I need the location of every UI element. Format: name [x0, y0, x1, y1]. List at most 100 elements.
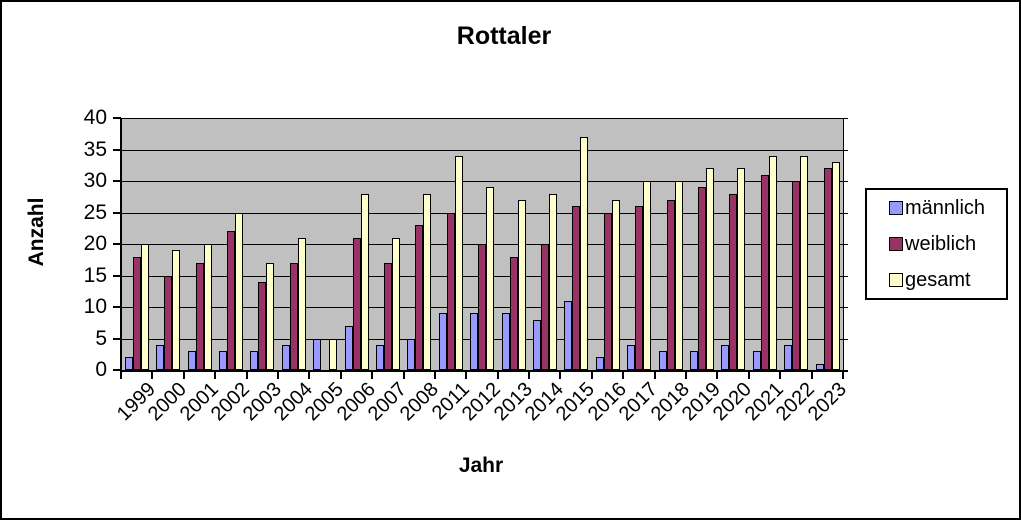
bar-gesamt-2003	[266, 262, 275, 370]
y-tick-label-35: 35	[83, 137, 107, 161]
x-tick-19	[716, 372, 719, 379]
y-axis-line	[120, 118, 122, 372]
x-tick-9	[402, 372, 405, 379]
bar-gesamt-2005	[329, 338, 338, 370]
bar-weiblich-2021	[760, 174, 769, 370]
bar-maennlich-2017	[627, 344, 636, 370]
legend-label-weiblich: weiblich	[905, 232, 977, 255]
bar-gesamt-2002	[235, 212, 244, 370]
bar-maennlich-2002	[219, 351, 228, 370]
bar-weiblich-2011	[446, 212, 455, 370]
x-tick-5	[276, 372, 279, 379]
bar-weiblich-2022	[792, 181, 801, 370]
bar-weiblich-1999	[132, 256, 141, 370]
legend-item-maennlich: männlich	[867, 190, 1006, 226]
legend-swatch-weiblich	[889, 237, 903, 251]
legend: männlich weiblich gesamt	[865, 188, 1008, 300]
bar-weiblich-2018	[666, 199, 675, 370]
legend-label-gesamt: gesamt	[905, 268, 971, 291]
bar-gesamt-2017	[643, 181, 652, 370]
bar-weiblich-2003	[258, 281, 267, 370]
legend-item-gesamt: gesamt	[867, 262, 1006, 298]
bar-gesamt-2013	[517, 199, 526, 370]
x-tick-23	[842, 372, 844, 379]
legend-swatch-maennlich	[889, 201, 903, 215]
x-tick-11	[465, 372, 468, 379]
plot-right-border	[843, 118, 844, 370]
bar-maennlich-2000	[156, 344, 165, 370]
y-tick-label-0: 0	[95, 358, 107, 381]
y-tick-label-10: 10	[83, 295, 107, 318]
bar-maennlich-2011	[438, 313, 447, 370]
bar-weiblich-2007	[384, 262, 393, 370]
legend-label-maennlich: männlich	[905, 196, 986, 219]
bar-weiblich-2004	[289, 262, 298, 370]
bar-weiblich-2001	[195, 262, 204, 370]
x-tick-17	[653, 372, 656, 379]
bar-weiblich-2012	[478, 244, 487, 370]
bar-maennlich-2018	[658, 351, 667, 370]
gridline-25	[121, 212, 848, 214]
bar-maennlich-2016	[595, 357, 604, 370]
x-tick-18	[685, 372, 688, 379]
x-tick-15	[590, 372, 593, 379]
x-tick-8	[371, 372, 374, 379]
bar-maennlich-2006	[344, 325, 353, 370]
bar-weiblich-2013	[509, 256, 518, 370]
chart-title: Rottaler	[456, 22, 552, 50]
bar-gesamt-2007	[392, 237, 401, 370]
bar-gesamt-2018	[674, 181, 683, 370]
bar-weiblich-2017	[635, 206, 644, 370]
y-tick-20	[113, 243, 121, 245]
bar-weiblich-2020	[729, 193, 738, 370]
x-axis-title: Jahr	[458, 454, 504, 477]
x-tick-13	[528, 372, 531, 379]
bar-maennlich-2020	[721, 344, 730, 370]
bar-weiblich-2014	[540, 244, 549, 370]
y-tick-30	[113, 180, 121, 182]
bar-maennlich-2005	[313, 338, 322, 370]
x-tick-20	[747, 372, 750, 379]
bar-gesamt-2015	[580, 136, 589, 370]
bar-maennlich-2007	[376, 344, 385, 370]
y-tick-label-20: 20	[83, 232, 107, 255]
x-tick-22	[810, 372, 813, 379]
y-tick-10	[113, 306, 121, 308]
x-tick-2	[182, 372, 185, 379]
bar-maennlich-2008	[407, 338, 416, 370]
gridline-40	[121, 118, 848, 119]
bar-gesamt-1999	[140, 244, 149, 370]
bar-maennlich-2019	[689, 351, 698, 370]
x-tick-1	[151, 372, 154, 379]
y-tick-label-25: 25	[83, 200, 107, 224]
bar-gesamt-2001	[203, 244, 212, 370]
bar-weiblich-2000	[164, 275, 173, 370]
x-tick-14	[559, 372, 562, 379]
bar-weiblich-2016	[603, 212, 612, 370]
bar-gesamt-2020	[737, 168, 746, 370]
y-tick-15	[113, 274, 121, 277]
x-tick-7	[339, 372, 342, 379]
x-tick-10	[433, 372, 436, 379]
x-tick-4	[245, 372, 248, 379]
bar-gesamt-2011	[454, 155, 463, 370]
y-axis-title: Anzahl	[25, 197, 48, 267]
y-tick-label-5: 5	[95, 326, 107, 350]
bar-maennlich-2022	[784, 344, 793, 370]
bar-maennlich-2004	[281, 344, 290, 370]
bar-gesamt-2008	[423, 193, 432, 370]
gridline-35	[121, 149, 848, 151]
bar-weiblich-2008	[415, 225, 424, 370]
bar-weiblich-2006	[352, 237, 361, 370]
bar-gesamt-2016	[611, 199, 620, 370]
bar-maennlich-2014	[532, 319, 541, 370]
legend-swatch-gesamt	[889, 273, 903, 287]
x-tick-21	[779, 372, 782, 379]
x-tick-3	[214, 372, 217, 379]
bar-gesamt-2004	[297, 237, 306, 370]
bar-maennlich-2012	[470, 313, 479, 370]
x-tick-16	[622, 372, 625, 379]
bar-maennlich-2013	[501, 313, 510, 370]
y-tick-label-40: 40	[83, 106, 107, 129]
